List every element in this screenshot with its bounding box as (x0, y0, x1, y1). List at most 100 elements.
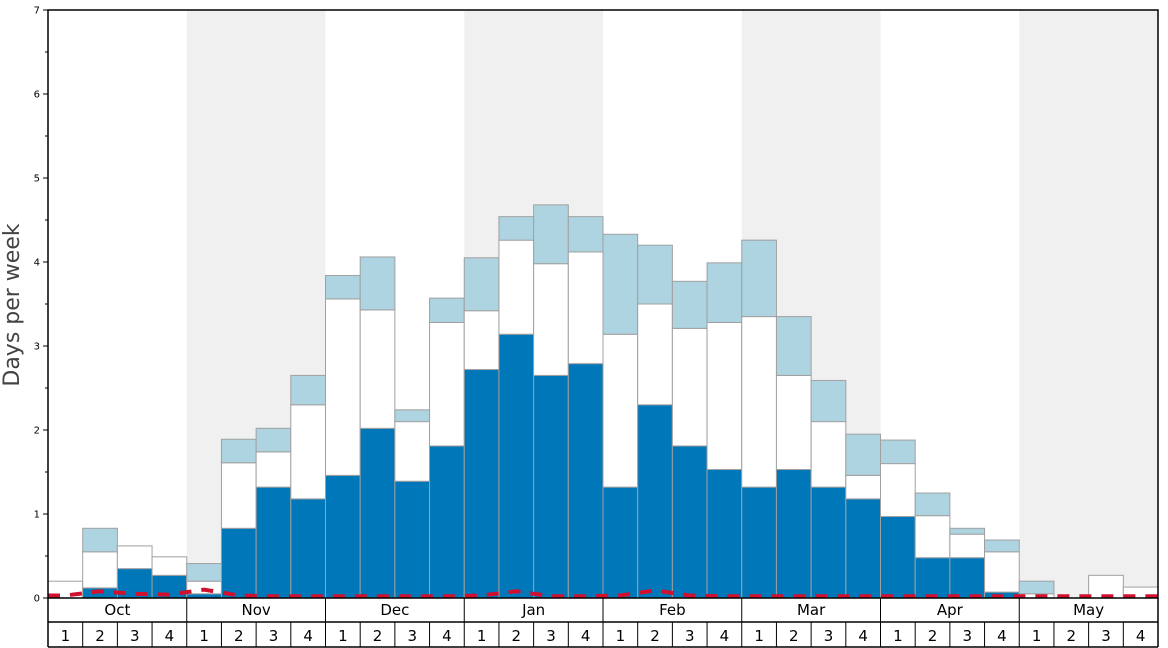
bar-dark (290, 498, 326, 599)
bar-white (255, 451, 292, 488)
week-label: 2 (373, 627, 383, 645)
bar-dark (325, 474, 361, 599)
bar-light (186, 563, 222, 582)
bar-dark (706, 468, 743, 599)
bar-light (429, 297, 465, 323)
week-label: 4 (858, 627, 868, 645)
bar-dark (498, 333, 535, 599)
bar-light (914, 492, 951, 517)
y-tick-label: 4 (34, 258, 40, 269)
bar-dark (949, 557, 986, 599)
bar-dark (394, 480, 431, 599)
bar-white (116, 545, 153, 570)
bar-dark (637, 404, 673, 599)
week-label: 2 (1067, 627, 1077, 645)
bar-dark (429, 445, 465, 599)
week-label: 3 (962, 627, 972, 645)
bar-dark (359, 427, 396, 599)
bar-light (220, 438, 257, 464)
bar-dark (220, 527, 257, 599)
bar-light (359, 256, 396, 311)
week-label: 2 (95, 627, 105, 645)
x-axis-labels: Oct Nov Dec Jan Feb Mar Apr May 1 2 3 4 1 2 3 4 1 2 3 4 1 2 3 4… (47, 598, 1159, 648)
week-label: 2 (512, 627, 522, 645)
bars (47, 204, 1159, 599)
bar-white (151, 556, 188, 576)
bar-white (325, 298, 361, 476)
bar-white (533, 263, 569, 376)
bar-white (671, 327, 708, 447)
week-label: 4 (303, 627, 313, 645)
month-label-feb: Feb (659, 601, 686, 619)
bar-white (984, 551, 1020, 593)
bar-white (220, 462, 257, 529)
bar-light (533, 204, 569, 265)
week-label: 1 (616, 627, 626, 645)
bar-white (498, 239, 535, 335)
bar-light (498, 216, 535, 241)
bar-white (567, 251, 604, 365)
week-label: 2 (234, 627, 244, 645)
bar-light (741, 239, 777, 318)
bar-white (810, 421, 847, 488)
week-label: 1 (1032, 627, 1042, 645)
bar-light (82, 527, 118, 553)
month-label-may: May (1073, 601, 1104, 619)
month-label-apr: Apr (937, 601, 964, 619)
y-tick-label: 6 (34, 90, 40, 101)
bar-light (845, 433, 881, 476)
bar-dark (845, 498, 881, 599)
y-tick-label: 1 (34, 510, 40, 521)
week-label: 3 (407, 627, 417, 645)
bar-dark (671, 445, 708, 599)
bar-dark (533, 374, 569, 599)
bar-white (429, 321, 465, 447)
bar-white (914, 515, 951, 559)
bar-white (741, 316, 777, 488)
week-label: 4 (997, 627, 1007, 645)
week-label: 1 (893, 627, 903, 645)
bar-light (775, 316, 812, 376)
bar-white (82, 551, 118, 589)
bar-dark (741, 486, 777, 599)
bar-dark (810, 486, 847, 599)
bar-white (602, 333, 639, 488)
week-label: 4 (165, 627, 175, 645)
week-label: 3 (130, 627, 140, 645)
y-tick-label: 2 (34, 426, 40, 437)
bar-dark (775, 468, 812, 599)
bar-light (394, 409, 431, 423)
bar-light (325, 274, 361, 300)
y-tick-label: 0 (34, 594, 40, 605)
bar-dark (880, 516, 916, 599)
bar-white (290, 404, 326, 500)
bar-light (949, 527, 986, 535)
bar-light (984, 539, 1020, 553)
bar-light (637, 244, 673, 305)
bar-white (949, 533, 986, 559)
month-label-jan: Jan (521, 601, 545, 619)
month-label-nov: Nov (241, 601, 270, 619)
month-label-dec: Dec (380, 601, 409, 619)
week-label: 3 (269, 627, 279, 645)
bar-light (567, 216, 604, 253)
dashed-line-layer (48, 587, 1158, 599)
bar-white (845, 474, 881, 500)
month-label-oct: Oct (104, 601, 130, 619)
bar-light (290, 374, 326, 406)
bar-dark (602, 486, 639, 599)
bar-white (463, 310, 500, 371)
week-label: 1 (754, 627, 764, 645)
week-label: 1 (61, 627, 71, 645)
week-label: 2 (928, 627, 938, 645)
bar-light (463, 257, 500, 312)
week-label: 4 (442, 627, 452, 645)
bar-dark (914, 557, 951, 599)
week-label: 4 (1136, 627, 1146, 645)
week-label: 1 (477, 627, 487, 645)
bar-light (880, 439, 916, 465)
bar-dark (255, 486, 292, 599)
bar-white (706, 321, 743, 470)
bar-white (775, 374, 812, 470)
